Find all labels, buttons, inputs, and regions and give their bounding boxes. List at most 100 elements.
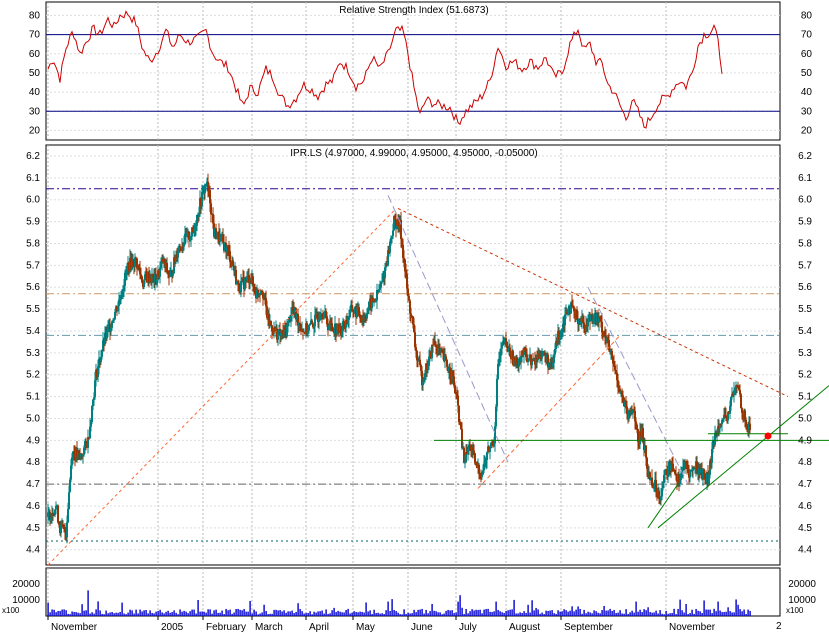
price-candle-body <box>616 372 618 381</box>
price-candle-body <box>71 457 73 466</box>
volume-bar <box>489 611 491 616</box>
x-tick-label: 2005 <box>161 622 184 633</box>
price-candle-body <box>70 465 72 480</box>
volume-bar <box>725 611 727 616</box>
price-candle-body <box>178 246 180 252</box>
volume-bar <box>275 609 277 616</box>
price-candle-body <box>535 357 537 365</box>
price-candle-body <box>749 423 751 431</box>
price-candle-body <box>404 259 406 272</box>
price-candle-body <box>438 346 440 348</box>
volume-bar <box>167 610 169 616</box>
volume-bar <box>333 607 335 616</box>
price-candle-body <box>662 482 664 489</box>
price-candle-body <box>319 319 321 321</box>
price-candle-body <box>694 468 696 470</box>
volume-bar <box>373 609 375 616</box>
volume-bar <box>705 609 707 616</box>
price-candle-body <box>302 329 304 333</box>
price-candle-body <box>583 322 585 329</box>
volume-bar <box>99 610 101 616</box>
price-candle-body <box>253 284 255 288</box>
price-candle-body <box>571 302 573 307</box>
price-candle-body <box>341 331 343 336</box>
volume-bar <box>123 613 125 616</box>
price-candle-body <box>340 325 342 336</box>
price-candle-body <box>513 356 515 365</box>
volume-bar <box>749 610 751 616</box>
volume-bar <box>445 610 447 616</box>
volume-bar <box>79 613 81 616</box>
volume-bar <box>393 610 395 616</box>
price-candle-body <box>486 452 488 461</box>
price-candle-body <box>524 347 526 351</box>
volume-bar <box>161 612 163 616</box>
price-candle-body <box>271 325 273 332</box>
price-candle-body <box>458 405 460 423</box>
volume-bar <box>433 610 435 616</box>
volume-bar <box>593 610 595 616</box>
price-candle-body <box>565 312 567 315</box>
volume-bar <box>471 609 473 616</box>
price-candle-body <box>500 348 502 356</box>
price-candle-body <box>739 390 741 395</box>
volume-bar <box>711 613 713 616</box>
price-candle-body <box>119 299 121 301</box>
price-candle-body <box>193 228 195 232</box>
volume-bar <box>553 613 555 616</box>
price-candle-body <box>100 356 102 362</box>
volume-y-tick-label: 20000 <box>12 579 40 590</box>
volume-bar <box>347 608 349 616</box>
price-candle-body <box>331 323 333 328</box>
price-candle-body <box>164 258 166 266</box>
price-candle-body <box>416 350 418 361</box>
price-candle-body <box>73 451 75 454</box>
price-candle-body <box>120 298 122 300</box>
volume-bar <box>525 612 527 616</box>
price-candle-body <box>607 339 609 341</box>
volume-bar <box>321 610 323 616</box>
price-candle-body <box>169 275 171 278</box>
volume-bar <box>413 609 415 616</box>
price-candle-body <box>421 370 423 386</box>
price-candle-body <box>201 191 203 207</box>
price-candle-body <box>618 387 620 389</box>
price-candle-body <box>335 323 337 334</box>
price-candle-body <box>307 330 309 333</box>
price-candle-body <box>320 315 322 320</box>
price-y-tick-label-right: 5.8 <box>798 238 812 249</box>
price-candle-body <box>177 251 179 258</box>
volume-bar <box>723 611 725 616</box>
volume-bar <box>653 612 655 616</box>
price-candle-body <box>460 423 462 430</box>
volume-bar <box>203 611 205 616</box>
price-candle-body <box>435 345 437 347</box>
price-candle-body <box>94 380 96 398</box>
volume-bar <box>529 612 531 616</box>
volume-bar <box>719 610 721 616</box>
price-candle-body <box>53 514 55 516</box>
price-candle-body <box>384 267 386 279</box>
price-candle-body <box>368 301 370 310</box>
volume-bar <box>539 613 541 616</box>
price-candle-body <box>359 315 361 318</box>
volume-bar <box>341 612 343 616</box>
price-candle-body <box>692 467 694 471</box>
volume-bar <box>51 609 53 616</box>
price-y-tick-label: 5.1 <box>26 392 40 403</box>
price-candle-body <box>461 429 463 448</box>
volume-bar <box>61 609 63 616</box>
volume-bar <box>733 612 735 616</box>
volume-bar <box>245 611 247 616</box>
price-candle-body <box>232 260 234 266</box>
volume-bar <box>235 609 237 616</box>
price-candle-body <box>266 306 268 318</box>
price-y-tick-label: 6.1 <box>26 173 40 184</box>
price-candle-body <box>441 348 443 352</box>
price-candle-body <box>449 367 451 377</box>
volume-bar <box>121 602 123 616</box>
volume-bar <box>513 599 515 616</box>
volume-bar <box>485 608 487 616</box>
price-candle-body <box>72 451 74 458</box>
volume-bar <box>605 610 607 616</box>
